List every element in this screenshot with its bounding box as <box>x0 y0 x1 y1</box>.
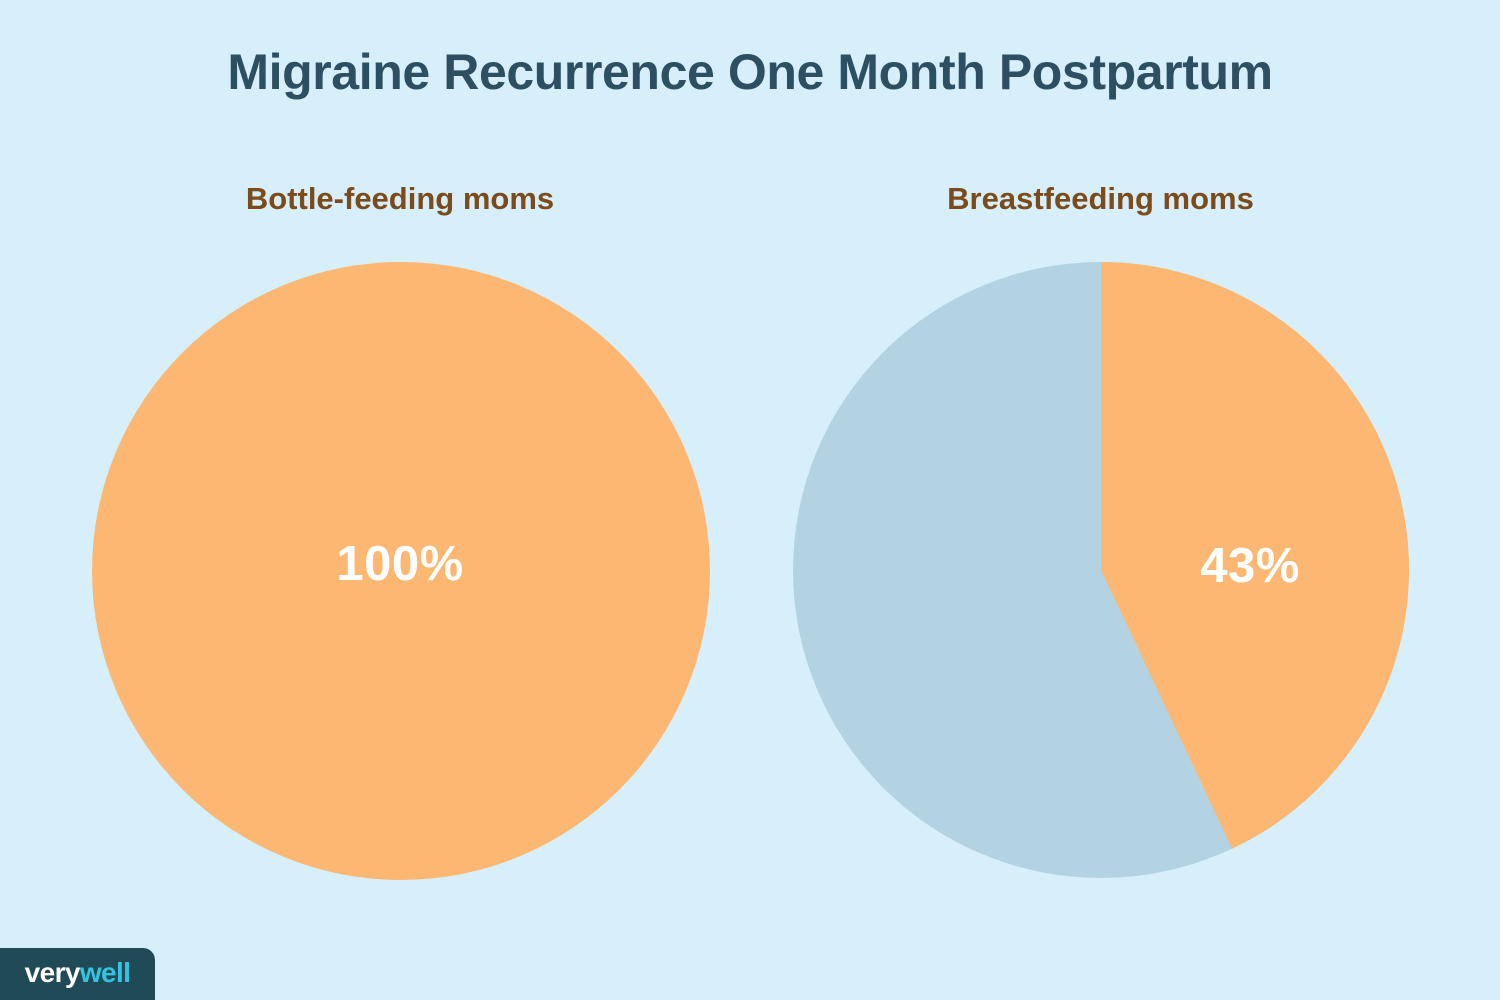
pie-value-label-breastfeeding: 43% <box>1200 539 1300 593</box>
pie-slice-migraine-recurrence <box>1101 262 1409 849</box>
logo-text-well: well <box>79 957 131 988</box>
pie-chart-bottle-feeding <box>92 262 710 880</box>
pie-value-label-bottle-feeding: 100% <box>336 537 464 591</box>
pie-slice-migraine-recurrence <box>92 262 710 880</box>
logo-text-very: very <box>24 957 81 988</box>
verywell-logo: verywell <box>0 948 155 1000</box>
page-title: Migraine Recurrence One Month Postpartum <box>227 44 1273 100</box>
panel-label-breastfeeding: Breastfeeding moms <box>947 181 1254 216</box>
verywell-wordmark: verywell <box>25 959 131 987</box>
panel-label-bottle-feeding: Bottle-feeding moms <box>245 181 555 216</box>
pie-chart-breastfeeding <box>793 262 1409 878</box>
pie-svg-bottle-feeding <box>92 262 710 880</box>
pie-svg-breastfeeding <box>793 262 1409 878</box>
